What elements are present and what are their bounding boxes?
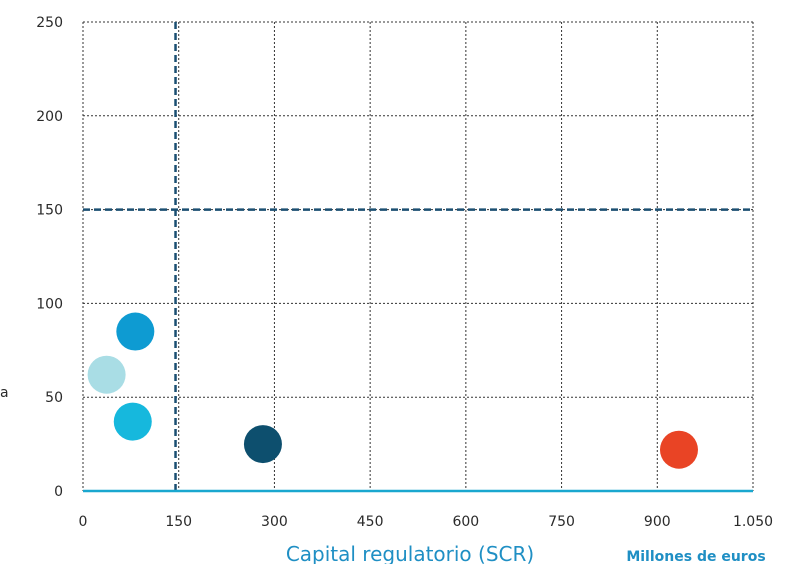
x-tick-label: 300 xyxy=(261,514,288,530)
x-tick-labels: 0 150 300 450 600 750 900 1.050 xyxy=(79,514,774,530)
y-tick-label: 100 xyxy=(36,296,63,312)
x-tick-label: 450 xyxy=(357,514,384,530)
y-axis-title-fragment: a xyxy=(0,385,9,401)
x-tick-label: 900 xyxy=(644,514,671,530)
x-tick-label: 1.050 xyxy=(733,514,773,530)
x-tick-label: 0 xyxy=(79,514,88,530)
y-tick-label: 200 xyxy=(36,109,63,125)
x-axis-unit: Millones de euros xyxy=(626,549,765,564)
data-point xyxy=(87,355,126,394)
y-tick-label: 0 xyxy=(54,484,63,500)
reference-lines xyxy=(83,22,753,491)
y-tick-labels: 0 50 100 150 200 250 xyxy=(36,15,63,500)
y-tick-label: 150 xyxy=(36,203,63,219)
x-axis-title: Capital regulatorio (SCR) xyxy=(286,542,534,564)
data-point xyxy=(243,425,282,464)
x-tick-label: 150 xyxy=(165,514,192,530)
data-point xyxy=(116,312,155,351)
y-tick-label: 50 xyxy=(45,390,63,406)
x-tick-label: 600 xyxy=(452,514,479,530)
data-points xyxy=(87,312,698,469)
data-point xyxy=(113,402,152,441)
grid-lines xyxy=(82,21,754,491)
x-tick-label: 750 xyxy=(548,514,575,530)
y-tick-label: 250 xyxy=(36,15,63,31)
data-point xyxy=(659,430,698,469)
